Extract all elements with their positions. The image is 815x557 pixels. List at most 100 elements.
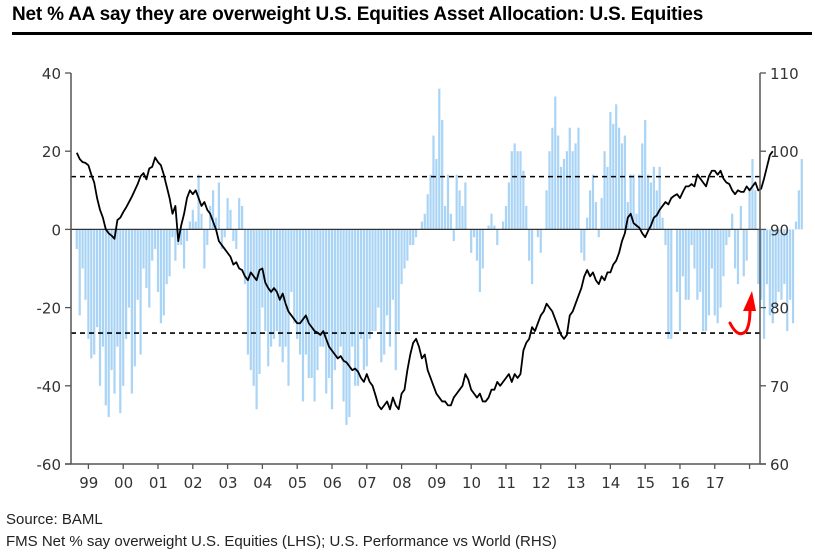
bar bbox=[211, 190, 215, 230]
bar bbox=[623, 135, 626, 230]
bar bbox=[487, 225, 490, 230]
bar bbox=[75, 229, 78, 249]
bar bbox=[420, 221, 423, 230]
bar bbox=[783, 229, 786, 285]
source-note: Source: BAML bbox=[6, 511, 103, 528]
bar bbox=[159, 229, 162, 324]
bar bbox=[258, 229, 261, 375]
bar bbox=[122, 229, 125, 386]
bar bbox=[339, 229, 342, 347]
x-tick-label: 10 bbox=[462, 474, 481, 492]
bar bbox=[470, 229, 473, 253]
x-tick-label: 03 bbox=[218, 474, 237, 492]
bar bbox=[435, 159, 438, 230]
bar bbox=[478, 229, 481, 292]
bar bbox=[342, 229, 345, 402]
bar bbox=[296, 229, 299, 339]
bar bbox=[269, 229, 273, 347]
bar bbox=[278, 229, 281, 347]
right-tick-label: 60 bbox=[770, 456, 789, 474]
x-tick-label: 11 bbox=[497, 474, 516, 492]
performance-line bbox=[75, 150, 774, 411]
bar bbox=[414, 229, 418, 238]
bar bbox=[203, 229, 206, 269]
bar bbox=[559, 166, 563, 230]
bar bbox=[562, 159, 566, 230]
bar bbox=[409, 229, 412, 246]
bars-layer bbox=[75, 88, 803, 425]
bar bbox=[513, 143, 516, 230]
bar bbox=[107, 229, 110, 418]
bar bbox=[510, 151, 513, 230]
red-arrow-head bbox=[743, 291, 756, 312]
bar bbox=[383, 229, 386, 355]
bar bbox=[586, 217, 589, 230]
bar bbox=[646, 174, 650, 230]
bar bbox=[194, 221, 197, 230]
bar bbox=[472, 229, 476, 238]
bar bbox=[327, 229, 331, 378]
bar bbox=[496, 229, 499, 246]
chart-title: Net % AA say they are overweight U.S. Eq… bbox=[12, 4, 704, 25]
bar bbox=[191, 209, 194, 230]
bar bbox=[432, 135, 435, 230]
x-tick-label: 06 bbox=[323, 474, 342, 492]
bar bbox=[687, 229, 690, 300]
bar bbox=[603, 151, 606, 230]
bar bbox=[458, 190, 461, 230]
bar bbox=[652, 166, 655, 230]
bar bbox=[751, 159, 754, 230]
bar bbox=[719, 229, 722, 308]
bar bbox=[104, 229, 107, 406]
bar bbox=[728, 229, 731, 238]
left-tick-label: 40 bbox=[42, 65, 61, 83]
bar bbox=[200, 213, 203, 230]
bar bbox=[664, 229, 667, 246]
bar bbox=[223, 229, 226, 238]
bar bbox=[644, 119, 647, 230]
bar bbox=[151, 229, 154, 261]
bar bbox=[188, 221, 191, 230]
bar bbox=[156, 229, 160, 292]
bar bbox=[789, 229, 792, 300]
x-tick-label: 13 bbox=[566, 474, 585, 492]
bar bbox=[731, 213, 734, 230]
x-tick-label: 08 bbox=[392, 474, 411, 492]
bar bbox=[229, 209, 232, 230]
bar bbox=[406, 229, 409, 261]
x-tick-label: 17 bbox=[706, 474, 725, 492]
bar bbox=[742, 229, 745, 277]
bar bbox=[316, 229, 319, 371]
bar bbox=[791, 229, 795, 324]
bar bbox=[412, 229, 415, 246]
bar bbox=[655, 190, 658, 230]
bar bbox=[438, 88, 441, 230]
bar bbox=[365, 229, 368, 367]
bar bbox=[794, 221, 798, 230]
bar bbox=[78, 229, 81, 316]
bar bbox=[403, 229, 406, 269]
bar bbox=[98, 229, 102, 386]
bar bbox=[275, 229, 278, 332]
bar bbox=[490, 213, 493, 230]
bar bbox=[757, 229, 760, 285]
bar bbox=[449, 213, 452, 230]
bar bbox=[429, 174, 432, 230]
x-tick-label: 02 bbox=[184, 474, 203, 492]
right-tick-label: 90 bbox=[770, 221, 789, 239]
bar bbox=[525, 205, 528, 230]
bar bbox=[298, 229, 302, 355]
bar bbox=[615, 104, 618, 230]
bar bbox=[87, 229, 90, 339]
bar bbox=[290, 229, 293, 292]
bar bbox=[142, 229, 145, 269]
bar bbox=[206, 229, 209, 246]
bar bbox=[90, 229, 93, 359]
bar bbox=[632, 174, 635, 230]
bar bbox=[293, 229, 296, 324]
bar bbox=[452, 229, 455, 242]
x-tick-label: 00 bbox=[114, 474, 133, 492]
bar bbox=[388, 229, 392, 347]
bar bbox=[707, 229, 711, 316]
x-tick-label: 01 bbox=[149, 474, 168, 492]
